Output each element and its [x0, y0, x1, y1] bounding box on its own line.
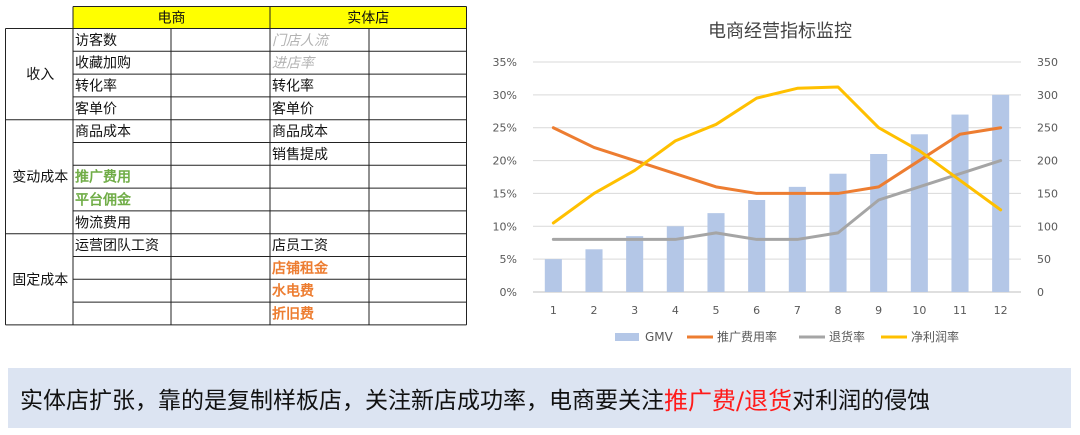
y-right-tick: 300: [1037, 89, 1058, 102]
table-cell-ec: 收藏加购: [75, 56, 131, 72]
table-cell-store: 客单价: [272, 100, 314, 117]
legend-label: GMV: [645, 330, 674, 344]
bar-GMV: [870, 154, 888, 292]
table-cell-ec: 转化率: [75, 78, 117, 95]
x-tick: 2: [591, 304, 598, 317]
line-series-退货率: [551, 159, 1003, 241]
y-left-tick: 35%: [493, 56, 517, 69]
metrics-chart: 电商经营指标监控 0% 0 5% 50 10% 100 15% 150 20% 200 25% 250 3…: [485, 8, 1075, 353]
table-cell-store: 销售提成: [272, 147, 328, 163]
y-left-tick: 0%: [500, 286, 517, 299]
bar-GMV: [544, 259, 562, 292]
table-cell-store: 商品成本: [272, 124, 328, 140]
y-right-tick: 50: [1037, 253, 1051, 266]
chart-title: 电商经营指标监控: [708, 21, 852, 42]
x-tick: 9: [875, 304, 882, 317]
x-tick: 3: [631, 304, 638, 317]
legend-label: 推广费用率: [717, 329, 777, 344]
bar-GMV: [910, 134, 928, 292]
y-left-tick: 25%: [493, 122, 517, 135]
x-tick: 6: [753, 304, 760, 317]
y-right-tick: 150: [1037, 187, 1058, 200]
x-tick: 12: [994, 304, 1008, 317]
x-tick: 8: [835, 304, 842, 317]
bar-GMV: [626, 236, 644, 292]
x-tick: 5: [713, 304, 720, 317]
table-cell-store: 进店率: [272, 56, 316, 72]
x-tick: 10: [912, 304, 926, 317]
y-left-tick: 30%: [493, 89, 517, 102]
y-right-tick: 0: [1037, 286, 1044, 299]
bar-GMV: [951, 114, 969, 292]
x-tick: 4: [672, 304, 679, 317]
legend-swatch: [615, 333, 639, 341]
table-cell-store: 店铺租金: [272, 260, 329, 277]
legend-label: 净利润率: [911, 329, 959, 344]
note-text-after: 对利润的侵蚀: [792, 388, 931, 414]
bar-GMV: [666, 226, 684, 292]
comparison-table: 电商 实体店访客数 门店人流收藏加购 进店率转化率 转化率客单价 客单价 收入商品成本 商品成…: [5, 6, 467, 348]
y-left-tick: 10%: [493, 220, 517, 233]
y-right-tick: 350: [1037, 56, 1058, 69]
summary-note: 实体店扩张，靠的是复制样板店，关注新店成功率，电商要关注 推广费/退货 对利润的侵蚀: [8, 368, 1071, 428]
y-left-tick: 5%: [500, 253, 517, 266]
bar-GMV: [707, 213, 725, 292]
bar-GMV: [992, 94, 1010, 292]
table-cell-ec: 推广费用: [75, 169, 131, 186]
table-section-label: 变动成本: [12, 170, 68, 186]
x-tick: 7: [794, 304, 801, 317]
table-section-label: 收入: [26, 67, 54, 83]
table-cell-ec: 运营团队工资: [75, 238, 159, 254]
y-right-tick: 250: [1037, 122, 1058, 135]
y-right-tick: 200: [1037, 155, 1058, 168]
x-tick: 1: [550, 304, 557, 317]
note-highlight: 推广费/退货: [664, 386, 793, 415]
note-text-before: 实体店扩张，靠的是复制样板店，关注新店成功率，电商要关注: [20, 388, 664, 414]
y-right-tick: 100: [1037, 220, 1058, 233]
table-cell-ec: 客单价: [75, 100, 117, 117]
x-tick: 11: [953, 304, 967, 317]
table-cell-store: 店员工资: [272, 238, 328, 254]
table-section-label: 固定成本: [12, 272, 68, 288]
line-series-净利润率: [551, 85, 1003, 225]
table-cell-store: 水电费: [272, 283, 314, 300]
table-header-0: 电商: [158, 11, 186, 27]
table-cell-ec: 商品成本: [75, 124, 131, 140]
table-header-1: 实体店: [347, 11, 389, 27]
table-cell-ec: 平台佣金: [75, 192, 132, 209]
table-cell-store: 转化率: [272, 78, 314, 95]
table-cell-store: 门店人流: [272, 33, 330, 49]
table-cell-ec: 物流费用: [75, 215, 131, 231]
y-left-tick: 20%: [493, 155, 517, 168]
table-cell-store: 折旧费: [272, 306, 314, 323]
bar-GMV: [585, 249, 603, 292]
table-cell-ec: 访客数: [75, 32, 117, 49]
y-left-tick: 15%: [493, 187, 517, 200]
bar-GMV: [748, 200, 766, 292]
legend-label: 退货率: [829, 329, 865, 344]
